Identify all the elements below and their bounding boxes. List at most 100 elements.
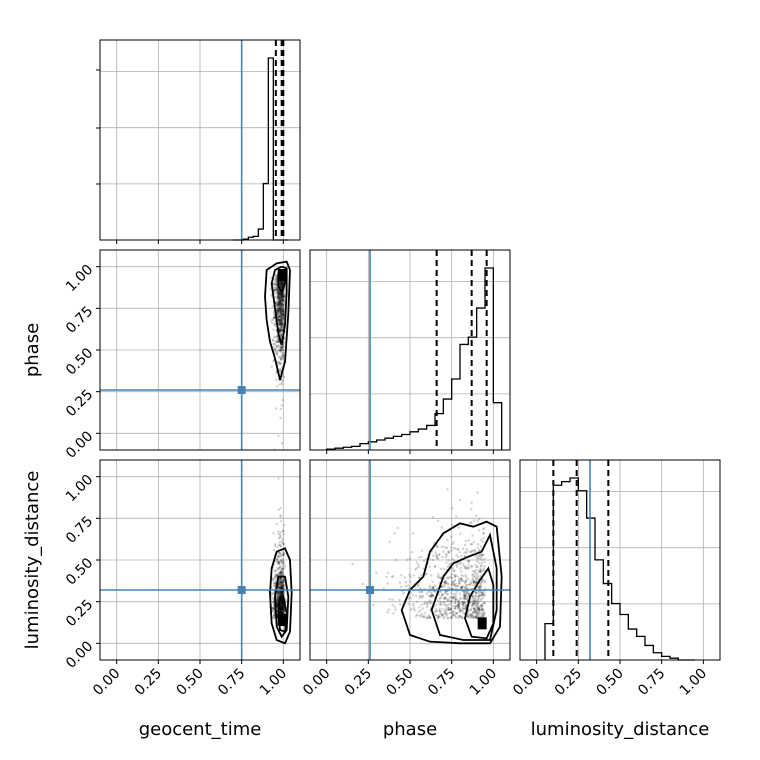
sample-point (439, 590, 443, 594)
sample-point (282, 298, 285, 302)
sample-point (442, 545, 445, 548)
sample-point (280, 599, 284, 602)
sample-point (280, 281, 283, 285)
sample-point (277, 293, 280, 296)
sample-point (473, 608, 477, 612)
sample-point (431, 593, 435, 597)
sample-point (435, 555, 439, 558)
sample-point (281, 592, 285, 595)
sample-point (276, 337, 280, 340)
sample-point (388, 597, 391, 601)
sample-point (275, 600, 279, 604)
sample-point (476, 615, 479, 618)
sample-point (280, 302, 283, 306)
sample-point (279, 321, 282, 325)
sample-point (269, 276, 273, 279)
sample-point (394, 608, 397, 611)
sample-point (272, 600, 275, 603)
sample-point (281, 316, 284, 319)
sample-point (443, 597, 447, 600)
sample-point (454, 604, 457, 608)
sample-point (431, 580, 434, 584)
sample-point (270, 294, 273, 298)
sample-point (440, 585, 443, 588)
sample-point (481, 590, 484, 594)
sample-point (445, 613, 449, 617)
sample-point (477, 607, 480, 610)
sample-point (279, 611, 282, 615)
sample-point (277, 543, 280, 546)
sample-point (474, 563, 477, 567)
sample-point (449, 600, 452, 603)
x-tick-label: 1.00 (257, 666, 290, 699)
sample-point (281, 374, 285, 377)
sample-point (452, 583, 456, 586)
sample-point (477, 608, 480, 611)
sample-point (430, 593, 434, 597)
sample-point (280, 292, 283, 296)
sample-point (279, 583, 282, 587)
sample-point (475, 568, 479, 572)
sample-point (276, 307, 280, 310)
sample-point (446, 617, 450, 620)
sample-point (281, 348, 285, 352)
sample-point (280, 611, 284, 615)
sample-point (277, 561, 281, 565)
sample-point (280, 583, 283, 587)
sample-point (448, 608, 451, 612)
sample-point (412, 604, 415, 607)
sample-point (423, 615, 427, 618)
sample-point (276, 300, 280, 303)
sample-point (280, 578, 283, 582)
sample-point (277, 309, 280, 312)
sample-point (427, 594, 431, 598)
sample-point (280, 570, 283, 573)
sample-point (279, 555, 283, 558)
sample-point (281, 590, 285, 593)
sample-point (460, 585, 464, 589)
sample-point (438, 603, 441, 606)
sample-point (386, 571, 390, 575)
sample-point (282, 608, 286, 612)
sample-point (456, 607, 460, 610)
sample-point (279, 311, 283, 314)
sample-point (469, 616, 473, 619)
sample-point (479, 554, 482, 557)
sample-point (471, 595, 474, 598)
sample-point (279, 590, 283, 594)
sample-point (280, 323, 283, 326)
sample-point (407, 587, 410, 590)
sample-point (279, 581, 283, 585)
sample-point (272, 282, 275, 285)
sample-point (446, 576, 449, 580)
sample-point (278, 533, 282, 536)
sample-point (278, 315, 281, 319)
sample-point (428, 565, 431, 568)
sample-point (476, 519, 479, 522)
sample-point (465, 567, 469, 570)
sample-point (281, 600, 284, 603)
sample-point (278, 383, 281, 386)
sample-point (273, 292, 277, 295)
sample-point (279, 608, 283, 612)
sample-point (277, 349, 280, 352)
sample-point (482, 527, 486, 530)
sample-point (451, 566, 455, 570)
sample-point (459, 586, 463, 589)
sample-point (278, 308, 282, 311)
sample-point (281, 300, 284, 303)
sample-point (477, 605, 480, 608)
sample-point (278, 610, 282, 613)
sample-point (279, 310, 282, 313)
sample-point (440, 613, 443, 616)
sample-point (280, 308, 284, 311)
sample-point (458, 562, 462, 566)
sample-point (461, 563, 465, 566)
sample-point (279, 611, 283, 614)
sample-point (442, 603, 446, 606)
sample-point (278, 298, 281, 302)
sample-point (273, 289, 276, 292)
sample-point (470, 604, 474, 608)
sample-point (447, 606, 450, 609)
sample-point (457, 601, 461, 604)
